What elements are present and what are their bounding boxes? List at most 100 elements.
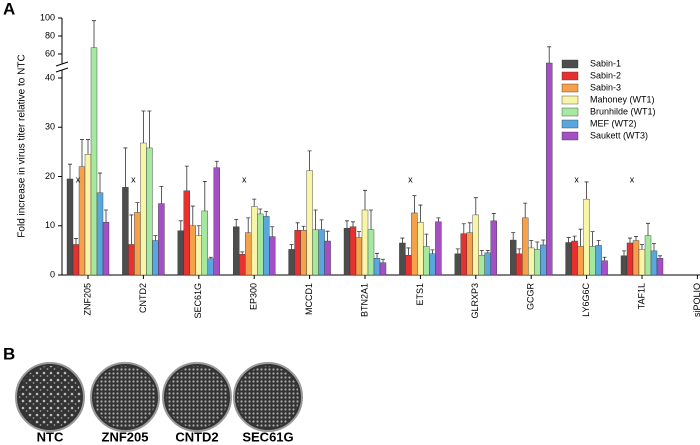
bar: [638, 249, 646, 276]
error-bar: [596, 240, 601, 246]
bar: [379, 262, 387, 276]
bar: [632, 240, 640, 276]
plate-texture: [166, 366, 228, 428]
y-tick-label: 0: [50, 269, 55, 279]
bar: [484, 252, 491, 276]
bar: [565, 242, 572, 276]
x-tick-label: GLRXP3: [470, 283, 480, 319]
bar: [177, 230, 185, 276]
legend-swatch: [561, 107, 579, 117]
bar: [601, 260, 608, 276]
y-tick-label: 30: [45, 122, 55, 132]
error-bar: [252, 198, 257, 207]
error-bar: [491, 213, 496, 221]
y-tick-label: 100: [40, 12, 55, 22]
error-bar: [455, 248, 460, 254]
error-bar: [159, 185, 164, 204]
error-bar: [258, 208, 263, 214]
bar: [158, 203, 165, 276]
bar: [300, 229, 307, 276]
error-bar: [351, 221, 355, 227]
bar: [522, 217, 529, 276]
legend-label: Sabin-1: [590, 58, 621, 68]
error-bar: [658, 255, 662, 259]
error-bar: [424, 233, 429, 247]
bar: [134, 212, 141, 276]
bar: [411, 212, 418, 276]
annotation: x: [131, 174, 136, 184]
error-bar: [430, 249, 435, 254]
bar: [152, 240, 159, 276]
legend-swatch: [561, 131, 579, 141]
error-bar: [270, 226, 275, 237]
plate-texture: [237, 366, 299, 428]
bar: [257, 213, 264, 276]
bar: [102, 222, 110, 276]
bar: [571, 240, 578, 276]
error-bar: [461, 223, 466, 234]
bar: [312, 229, 319, 276]
bar: [399, 242, 406, 276]
y-tick-label: 40: [45, 72, 55, 82]
bar: [429, 253, 436, 276]
y-tick-label: 60: [45, 48, 55, 58]
bar: [122, 187, 129, 276]
bar: [589, 246, 596, 276]
x-tick-label: MCCD1: [304, 283, 314, 315]
error-bar: [295, 222, 300, 231]
annotation: x: [76, 174, 81, 184]
y-axis-title: Fold increase in virus titer relative to…: [17, 54, 28, 237]
plate-label: NTC: [37, 429, 64, 444]
error-bar: [240, 251, 245, 255]
error-bar: [214, 160, 219, 168]
plate-label: CNTD2: [175, 429, 218, 444]
x-tick-label: ETS1: [415, 283, 425, 306]
error-bar: [307, 150, 312, 171]
bar: [195, 235, 203, 276]
error-bar: [184, 165, 189, 191]
error-bar: [135, 202, 140, 213]
error-bar: [602, 256, 607, 261]
error-bar: [628, 237, 632, 243]
bar: [294, 229, 301, 276]
bar: [435, 221, 442, 276]
legend-label: Mahoney (WT1): [590, 94, 655, 104]
error-bar: [622, 250, 626, 256]
legend-label: Sabin-2: [590, 70, 621, 80]
error-bar: [289, 244, 294, 250]
error-bar: [436, 217, 441, 222]
error-bar: [123, 147, 128, 188]
y-tick-label: 80: [45, 30, 55, 40]
error-bar: [646, 222, 650, 236]
x-tick-label: GCGR: [526, 282, 536, 310]
plate-texture: [94, 366, 156, 428]
error-bar: [234, 218, 239, 227]
error-bar: [590, 231, 595, 247]
bar: [595, 245, 602, 276]
bar: [373, 258, 381, 276]
error-bar: [98, 172, 102, 193]
bar: [466, 232, 473, 276]
bar: [454, 253, 461, 276]
bar: [656, 258, 664, 276]
error-bar: [479, 249, 484, 256]
error-bar: [572, 235, 577, 242]
bar: [207, 258, 215, 276]
bar: [213, 167, 221, 276]
x-tick-label: LY6G6C: [581, 283, 591, 317]
bar: [540, 244, 547, 276]
bar: [189, 225, 197, 276]
error-bar: [74, 238, 78, 245]
error-bar: [246, 217, 251, 233]
legend-swatch: [561, 119, 579, 129]
error-bar: [178, 220, 183, 231]
error-bar: [147, 110, 152, 148]
error-bar: [86, 139, 90, 155]
error-bar: [535, 241, 540, 250]
error-bar: [566, 237, 571, 243]
bar: [232, 226, 240, 276]
error-bar: [541, 239, 546, 245]
y-tick-label: 20: [45, 171, 55, 181]
error-bar: [80, 139, 84, 167]
